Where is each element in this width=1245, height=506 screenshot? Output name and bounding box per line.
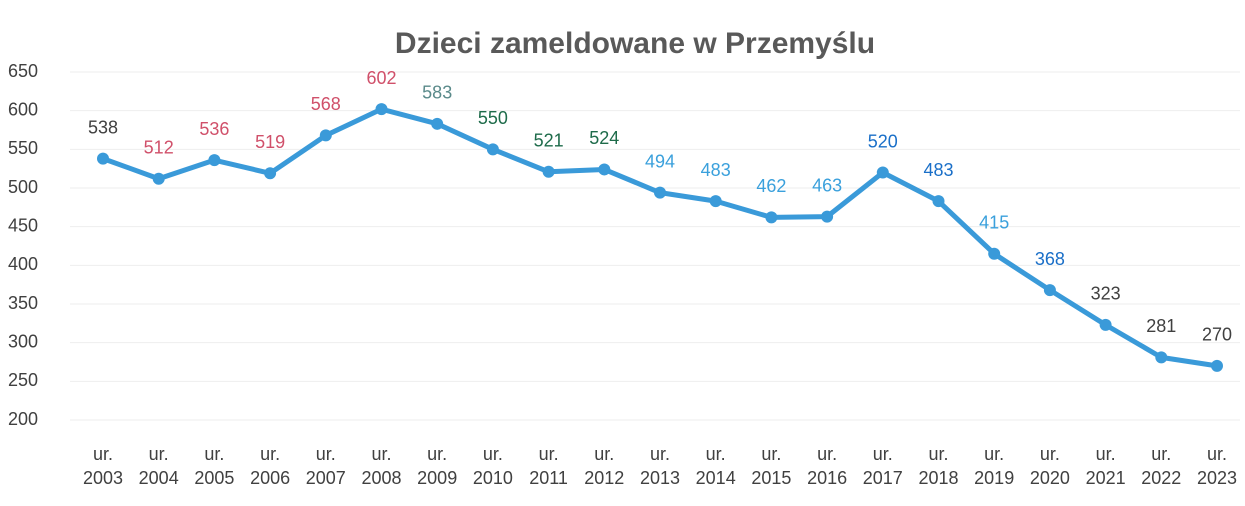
x-tick-label: ur. 2021	[1085, 444, 1126, 488]
point	[1211, 359, 1223, 372]
x-tick-label: ur. 2015	[751, 444, 792, 488]
point	[152, 172, 165, 185]
point	[431, 117, 444, 130]
x-tick-label: ur. 2003	[82, 444, 124, 488]
x-tick-label: ur. 2018	[918, 444, 959, 488]
y-tick-label: 400	[8, 254, 38, 274]
data-label: 550	[478, 108, 508, 128]
data-label: 519	[255, 132, 285, 152]
x-tick-label: ur. 2013	[639, 444, 681, 488]
point	[932, 195, 945, 208]
y-tick-label: 250	[8, 370, 38, 390]
point	[821, 210, 834, 223]
point	[375, 103, 388, 116]
data-label: 568	[311, 94, 341, 114]
point	[542, 165, 555, 178]
x-tick-label: ur. 2019	[974, 444, 1015, 488]
chart-title: Dzieci zameldowane w Przemyślu	[395, 27, 875, 60]
x-tick-label: ur. 2020	[1029, 444, 1070, 488]
point	[598, 163, 611, 176]
data-label: 281	[1146, 316, 1176, 336]
data-label: 270	[1202, 325, 1232, 345]
y-tick-label: 500	[8, 177, 38, 197]
x-tick-label: ur. 2009	[417, 444, 458, 488]
point	[208, 154, 221, 167]
point	[709, 195, 722, 208]
data-label: 323	[1091, 284, 1121, 304]
x-tick-label: ur. 2017	[862, 444, 903, 488]
data-label: 538	[88, 117, 118, 137]
x-tick-label: ur. 2022	[1141, 444, 1182, 488]
data-label: 602	[366, 68, 396, 88]
x-tick-label: ur. 2012	[584, 444, 625, 488]
data-label: 462	[756, 176, 786, 196]
point	[264, 167, 277, 180]
x-tick-label: ur. 2006	[250, 444, 291, 488]
point	[1155, 351, 1168, 364]
point	[97, 152, 109, 165]
x-tick-label: ur. 2004	[138, 444, 179, 488]
y-tick-label: 350	[8, 293, 38, 313]
x-tick-label: ur. 2016	[807, 444, 848, 488]
point	[1099, 318, 1112, 331]
data-label: 463	[812, 175, 842, 195]
y-tick-label: 550	[8, 138, 38, 158]
x-tick-label: ur. 2005	[194, 444, 235, 488]
x-tick-label: ur. 2011	[529, 444, 568, 488]
x-tick-label: ur. 2007	[305, 444, 346, 488]
point	[486, 143, 499, 156]
data-label: 521	[534, 131, 564, 151]
data-label: 483	[923, 160, 953, 180]
point	[654, 186, 666, 199]
data-label: 583	[422, 83, 452, 103]
point	[988, 247, 1001, 260]
data-label: 512	[144, 137, 174, 157]
data-label: 368	[1035, 249, 1065, 269]
y-tick-label: 300	[8, 331, 38, 351]
x-tick-label: ur. 2010	[472, 444, 513, 488]
data-label: 483	[701, 160, 731, 180]
data-label: 524	[589, 128, 619, 148]
point	[1043, 284, 1056, 297]
y-tick-label: 650	[8, 61, 38, 81]
x-tick-label: ur. 2014	[695, 444, 736, 488]
point	[765, 211, 778, 224]
data-label: 520	[868, 131, 898, 151]
x-tick-label: ur. 2008	[361, 444, 402, 488]
data-label: 415	[979, 212, 1009, 232]
y-tick-label: 450	[8, 215, 38, 235]
point	[319, 129, 332, 142]
data-label: 494	[645, 151, 675, 171]
y-tick-label: 200	[8, 409, 38, 429]
point	[876, 166, 889, 179]
data-label: 536	[199, 119, 229, 139]
x-tick-label: ur. 2023	[1196, 444, 1238, 488]
y-tick-label: 600	[8, 99, 38, 119]
